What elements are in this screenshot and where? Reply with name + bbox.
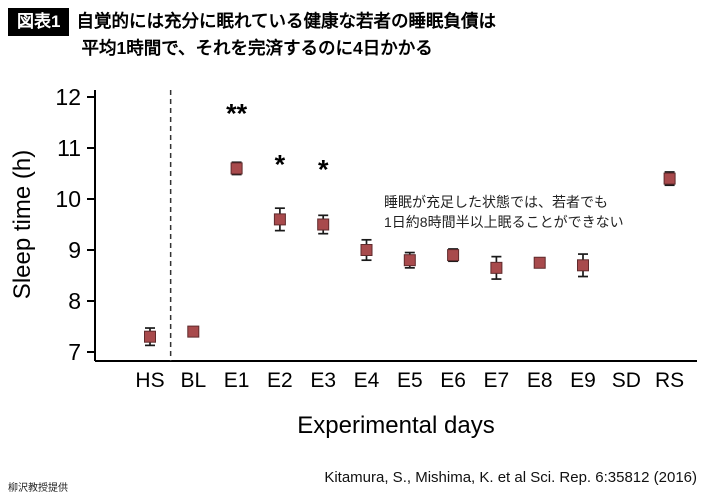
data-point-E7 bbox=[490, 255, 503, 280]
y-tick-label: 10 bbox=[55, 186, 81, 212]
chart-note-line: 1日約8時間半以上眠ることができない bbox=[384, 214, 624, 230]
citation-text: Kitamura, S., Mishima, K. et al Sci. Rep… bbox=[324, 469, 697, 486]
data-point-E5 bbox=[403, 251, 416, 269]
x-tick-label: E3 bbox=[310, 369, 336, 392]
data-point-E2 bbox=[273, 207, 286, 232]
x-tick-label: E8 bbox=[527, 369, 553, 392]
significance-marker: ** bbox=[226, 98, 248, 128]
x-tick-label: E7 bbox=[484, 369, 510, 392]
y-tick-label: 7 bbox=[68, 339, 81, 365]
data-point-E4 bbox=[360, 238, 373, 262]
x-tick-label: E2 bbox=[267, 369, 293, 392]
significance-marker: * bbox=[318, 155, 329, 185]
x-tick-label: E5 bbox=[397, 369, 423, 392]
figure-header: 図表1 自覚的には充分に眠れている健康な若者の睡眠負債は 平均1時間で、それを完… bbox=[8, 8, 704, 61]
x-tick-label: E6 bbox=[440, 369, 466, 392]
significance-marker: * bbox=[275, 149, 286, 179]
figure-number-badge: 図表1 bbox=[8, 8, 70, 37]
x-tick-label: RS bbox=[655, 369, 684, 392]
data-point-E8 bbox=[533, 256, 546, 269]
x-tick-label: E1 bbox=[224, 369, 250, 392]
credit-text: 柳沢教授提供 bbox=[8, 483, 68, 494]
x-tick-label: SD bbox=[612, 369, 641, 392]
x-tick-label: HS bbox=[135, 369, 164, 392]
y-tick-label: 9 bbox=[68, 237, 81, 263]
data-point-E3 bbox=[317, 214, 330, 235]
x-tick-label: E9 bbox=[570, 369, 596, 392]
data-point-HS bbox=[144, 327, 156, 347]
y-tick-label: 11 bbox=[57, 135, 81, 161]
y-tick-label: 8 bbox=[68, 288, 81, 314]
data-point-BL bbox=[187, 325, 200, 338]
y-tick-label: 12 bbox=[55, 84, 81, 110]
data-point-E6 bbox=[447, 248, 460, 263]
data-point-RS bbox=[663, 171, 676, 187]
x-tick-label: BL bbox=[180, 369, 206, 392]
figure-title: 自覚的には充分に眠れている健康な若者の睡眠負債は 平均1時間で、それを完済するの… bbox=[76, 8, 495, 61]
figure-title-line2: 平均1時間で、それを完済するのに4日かかる bbox=[81, 37, 433, 58]
data-point-E1 bbox=[230, 161, 243, 176]
x-axis-title: Experimental days bbox=[297, 412, 494, 439]
figure-title-line1: 自覚的には充分に眠れている健康な若者の睡眠負債は bbox=[76, 11, 496, 31]
x-tick-label: E4 bbox=[354, 369, 380, 392]
data-point-E9 bbox=[577, 253, 589, 278]
y-axis-title: Sleep time (h) bbox=[9, 150, 36, 299]
chart-note-line: 睡眠が充足した状態では、若者でも bbox=[384, 194, 608, 210]
